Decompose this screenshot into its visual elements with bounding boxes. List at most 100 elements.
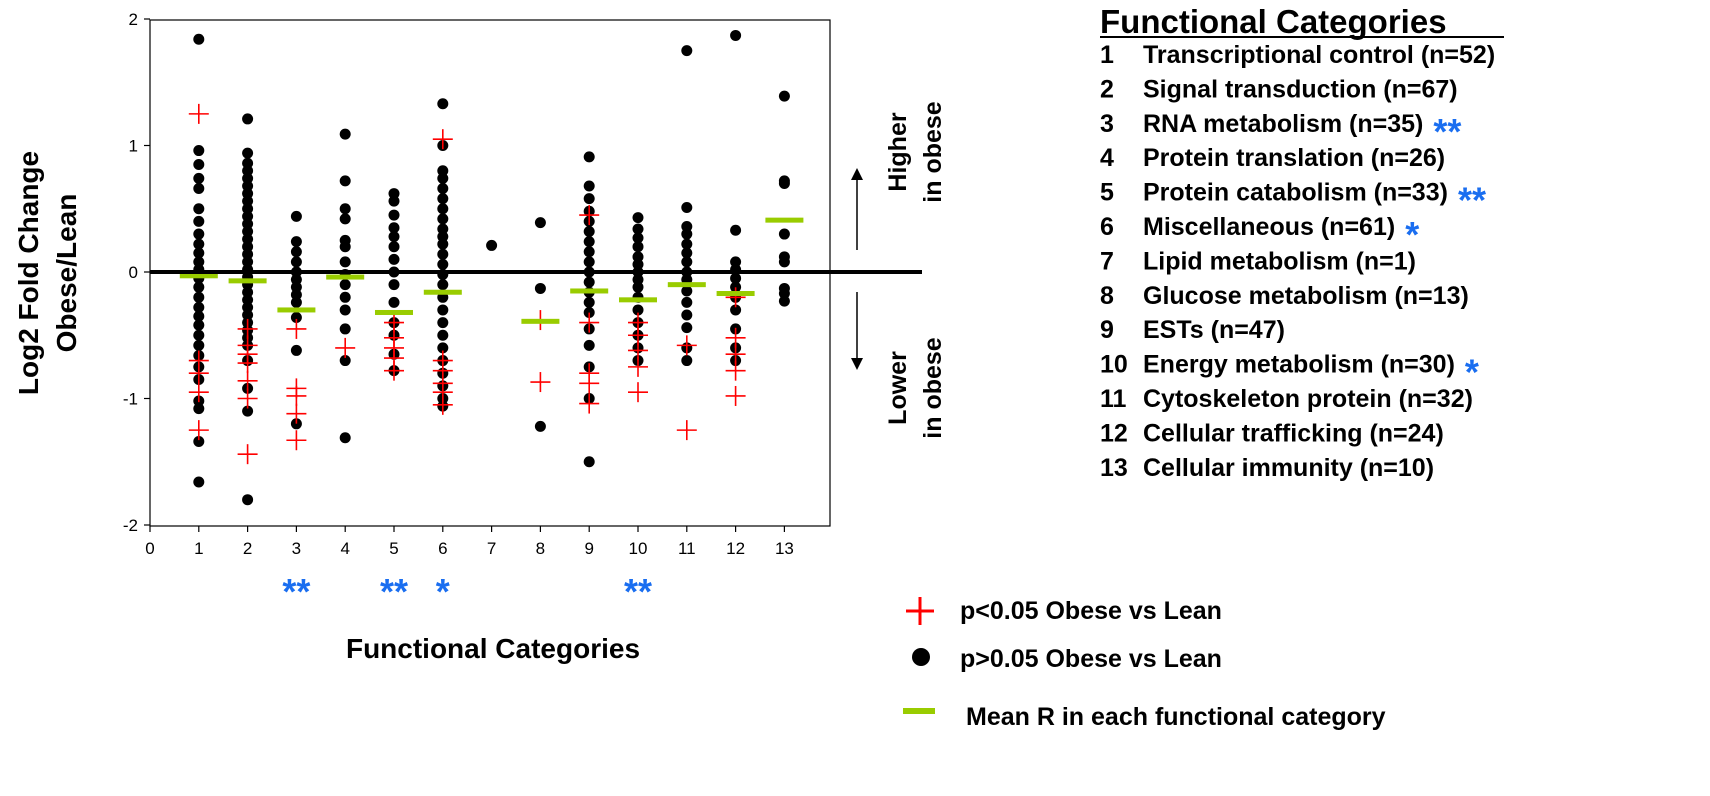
data-point-significant <box>579 205 600 226</box>
mean-bar <box>228 278 267 284</box>
data-point-nonsignificant <box>730 281 742 293</box>
data-point-significant <box>628 382 648 403</box>
data-point-nonsignificant <box>730 224 742 236</box>
data-point-nonsignificant <box>193 203 205 215</box>
data-point-nonsignificant <box>242 157 254 169</box>
legend-mean-label: Mean R in each functional category <box>966 703 1386 731</box>
data-point-significant <box>286 430 307 451</box>
x-tick-label: 13 <box>775 539 794 558</box>
category-number: 10 <box>1100 351 1128 379</box>
data-point-nonsignificant <box>388 222 400 234</box>
data-point-nonsignificant <box>193 228 205 240</box>
data-point-nonsignificant <box>242 256 254 268</box>
data-point-nonsignificant <box>193 172 205 184</box>
data-point-nonsignificant <box>193 281 205 293</box>
data-point-significant <box>237 370 258 391</box>
data-point-nonsignificant <box>534 420 546 432</box>
data-point-nonsignificant <box>290 296 302 308</box>
data-point-nonsignificant <box>583 256 595 268</box>
category-number: 9 <box>1100 316 1114 344</box>
data-point-nonsignificant <box>242 405 254 417</box>
category-significance-stars: * <box>1465 352 1479 393</box>
x-axis-label: Functional Categories <box>346 633 640 664</box>
data-point-nonsignificant <box>339 279 351 291</box>
category-significance-stars: ** <box>1458 180 1486 221</box>
data-point-nonsignificant <box>486 239 498 251</box>
chart-marks <box>179 29 804 506</box>
data-point-nonsignificant <box>730 256 742 268</box>
x-tick-label: 11 <box>678 539 696 558</box>
x-tick-label: 7 <box>487 539 496 558</box>
data-point-nonsignificant <box>242 203 254 215</box>
data-point-nonsignificant <box>388 209 400 221</box>
data-point-nonsignificant <box>193 247 205 259</box>
data-point-significant <box>286 385 307 406</box>
data-point-nonsignificant <box>242 286 254 298</box>
x-tick-label: 6 <box>438 539 447 558</box>
higher-label-line1: Higher <box>884 112 912 191</box>
y-tick-label: 0 <box>129 263 138 282</box>
data-point-significant <box>676 420 697 441</box>
legend-plus-marker <box>906 597 934 625</box>
category-significance-stars: ** <box>1433 111 1461 152</box>
data-point-nonsignificant <box>388 253 400 265</box>
data-point-nonsignificant <box>388 279 400 291</box>
data-point-nonsignificant <box>437 183 449 195</box>
data-point-nonsignificant <box>193 183 205 195</box>
data-point-nonsignificant <box>437 223 449 235</box>
data-point-nonsignificant <box>339 203 351 215</box>
data-point-nonsignificant <box>242 172 254 184</box>
category-number: 4 <box>1100 144 1114 172</box>
mean-bar <box>179 273 218 279</box>
data-point-nonsignificant <box>339 432 351 444</box>
data-point-nonsignificant <box>339 355 351 367</box>
mean-bar <box>765 217 804 223</box>
data-point-nonsignificant <box>339 128 351 140</box>
data-point-nonsignificant <box>778 177 790 189</box>
category-number: 11 <box>1100 385 1127 413</box>
category-number: 7 <box>1100 247 1114 275</box>
category-text: Cytoskeleton protein (n=32) <box>1143 385 1473 413</box>
data-point-nonsignificant <box>437 238 449 250</box>
data-point-nonsignificant <box>242 188 254 200</box>
y-axis-ticks: 2 1 0 -1 -2 <box>123 10 150 535</box>
data-point-nonsignificant <box>242 233 254 245</box>
data-point-nonsignificant <box>193 476 205 488</box>
data-point-nonsignificant <box>632 212 644 224</box>
data-point-nonsignificant <box>632 258 644 270</box>
category-text: RNA metabolism (n=35) <box>1143 110 1423 138</box>
data-point-nonsignificant <box>778 256 790 268</box>
data-point-nonsignificant <box>632 251 644 263</box>
data-point-nonsignificant <box>290 246 302 258</box>
data-point-nonsignificant <box>339 291 351 303</box>
data-point-nonsignificant <box>437 231 449 243</box>
data-point-nonsignificant <box>632 232 644 244</box>
data-point-nonsignificant <box>534 217 546 229</box>
data-point-nonsignificant <box>681 228 693 240</box>
data-point-nonsignificant <box>242 226 254 238</box>
data-point-nonsignificant <box>193 301 205 313</box>
data-point-nonsignificant <box>437 279 449 291</box>
data-point-significant <box>579 373 600 394</box>
data-point-nonsignificant <box>681 309 693 321</box>
data-point-significant <box>579 393 600 414</box>
data-point-significant <box>384 360 404 381</box>
data-point-nonsignificant <box>437 203 449 215</box>
data-point-nonsignificant <box>339 213 351 225</box>
mean-bar <box>326 274 365 280</box>
y-tick-label: -2 <box>123 516 138 535</box>
legend-nonsignificant-label: p>0.05 Obese vs Lean <box>960 645 1222 673</box>
mean-bar <box>716 291 755 297</box>
data-point-nonsignificant <box>681 322 693 334</box>
x-tick-label: 1 <box>194 539 203 558</box>
mean-bar <box>667 282 706 288</box>
category-number: 13 <box>1100 454 1128 482</box>
data-point-nonsignificant <box>681 238 693 250</box>
legend-significant-label: p<0.05 Obese vs Lean <box>960 597 1222 625</box>
data-point-nonsignificant <box>681 201 693 213</box>
data-point-nonsignificant <box>681 256 693 268</box>
lower-label-line2: in obese <box>919 337 947 439</box>
data-point-significant <box>335 337 356 358</box>
data-point-significant <box>286 403 307 424</box>
data-point-nonsignificant <box>193 33 205 45</box>
